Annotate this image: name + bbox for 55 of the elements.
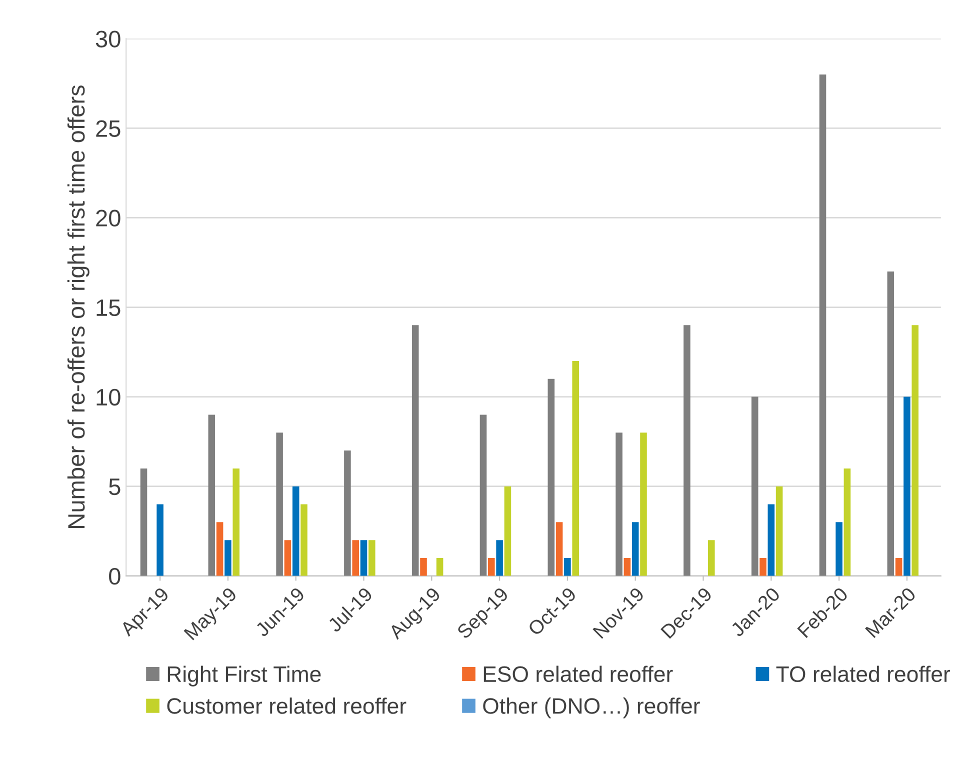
- bar: [684, 325, 690, 576]
- bar: [276, 432, 283, 576]
- y-tick-label: 20: [96, 210, 120, 227]
- legend-label: TO related reoffer: [776, 666, 950, 682]
- bar: [819, 74, 826, 576]
- y-tick-label: 25: [96, 120, 120, 137]
- bar: [352, 540, 359, 576]
- legend-label: ESO related reoffer: [484, 666, 673, 682]
- bar: [564, 558, 571, 576]
- y-tick-label: 15: [96, 300, 120, 316]
- bar: [284, 540, 292, 576]
- bar: [836, 522, 842, 576]
- bar: [436, 558, 444, 576]
- bar: [556, 522, 563, 576]
- bar: [640, 432, 647, 576]
- bar: [156, 504, 164, 576]
- bar: [344, 450, 351, 576]
- bar: [708, 540, 715, 576]
- bar: [912, 325, 918, 576]
- bar: [887, 271, 894, 576]
- bar: [292, 486, 300, 576]
- y-tick-label: 0: [109, 568, 120, 585]
- bar: [412, 325, 419, 576]
- bar: [216, 522, 224, 576]
- y-tick-label: 30: [96, 30, 120, 48]
- bar: [224, 540, 232, 576]
- bar: [776, 486, 783, 576]
- bar: [624, 558, 631, 576]
- bar: [751, 396, 758, 576]
- bar: [616, 432, 622, 576]
- bar: [572, 360, 579, 576]
- bar: [548, 378, 555, 576]
- bar: [140, 468, 148, 576]
- bar: [360, 540, 368, 576]
- bar: [632, 522, 639, 576]
- y-tick-label: 10: [96, 388, 120, 406]
- bar: [480, 414, 487, 576]
- bar: [300, 504, 308, 576]
- bar: [368, 540, 376, 576]
- bar: [844, 468, 851, 576]
- y-tick-label: 5: [109, 478, 120, 496]
- bar: [904, 396, 910, 576]
- legend-label: Customer related reoffer: [167, 698, 406, 714]
- legend-label: Other (DNO…) reoffer: [483, 698, 700, 718]
- bar: [504, 486, 512, 576]
- bar: [760, 558, 766, 576]
- bar: [496, 540, 503, 576]
- bar: [232, 468, 240, 576]
- bar: [208, 414, 216, 576]
- bar: [895, 558, 902, 576]
- bar: [420, 558, 427, 576]
- bar: [488, 558, 495, 576]
- legend-label: Right First Time: [168, 666, 321, 686]
- y-axis-title: Number of re-offers or right first time offers: [67, 85, 90, 528]
- bar: [768, 504, 775, 576]
